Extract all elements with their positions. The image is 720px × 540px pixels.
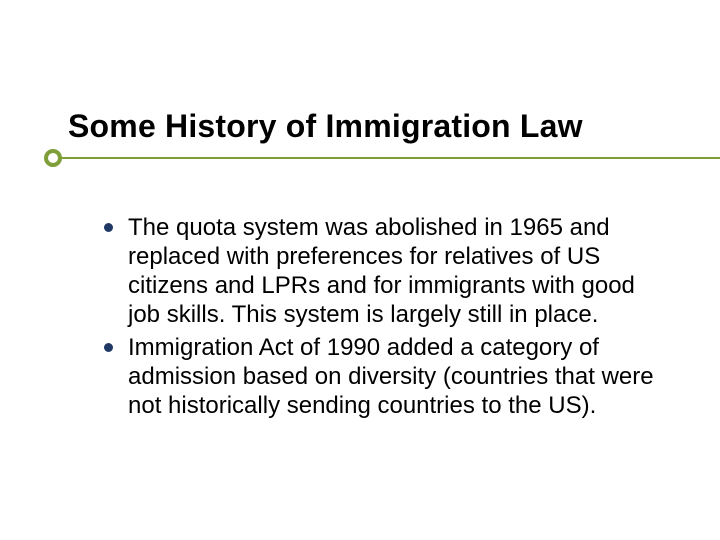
bullet-text: Immigration Act of 1990 added a category…: [128, 333, 660, 420]
bullet-item: The quota system was abolished in 1965 a…: [128, 213, 660, 329]
title-wrap: Some History of Immigration Law: [68, 108, 680, 145]
slide-title: Some History of Immigration Law: [68, 108, 680, 145]
body: The quota system was abolished in 1965 a…: [128, 213, 660, 424]
bullet-text: The quota system was abolished in 1965 a…: [128, 213, 660, 329]
underline-dot-inner: [48, 153, 58, 163]
slide: Some History of Immigration Law The quot…: [0, 0, 720, 540]
bullet-item: Immigration Act of 1990 added a category…: [128, 333, 660, 420]
bullet-dot-icon: [104, 223, 113, 232]
underline-line: [54, 157, 720, 159]
bullet-dot-icon: [104, 343, 113, 352]
